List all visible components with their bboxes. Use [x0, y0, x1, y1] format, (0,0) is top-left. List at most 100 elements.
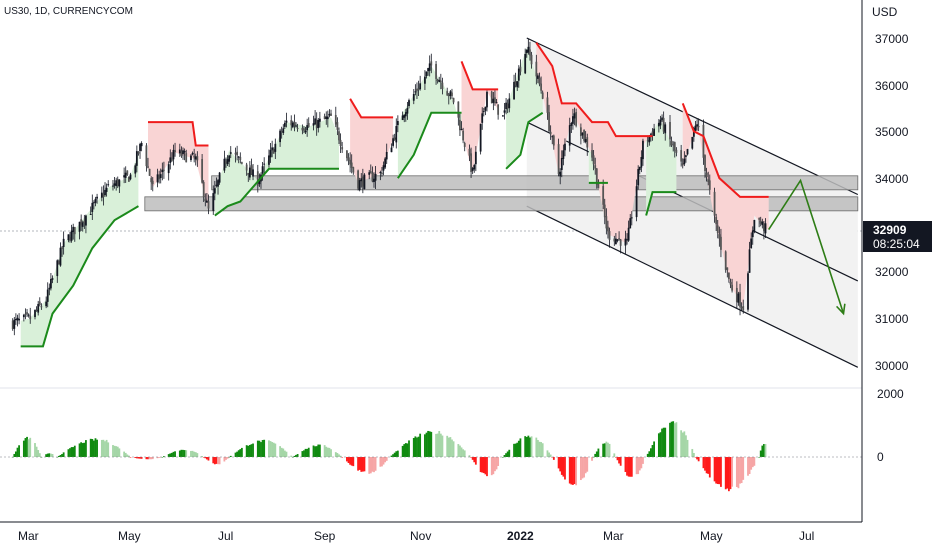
candle-body [137, 151, 140, 154]
candle [272, 147, 275, 154]
oscillator-bar [570, 457, 573, 485]
candle [430, 53, 433, 74]
oscillator-bar [115, 446, 118, 457]
candle [573, 107, 576, 126]
candle [145, 143, 148, 172]
candle [460, 121, 463, 131]
supertrend-down-line-1 [349, 98, 394, 119]
candle [602, 179, 605, 210]
oscillator-bar [716, 457, 719, 485]
candle [92, 200, 95, 210]
oscillator-bar [89, 438, 92, 457]
candle-body [304, 130, 307, 133]
candle-body [662, 117, 665, 132]
candle-body [172, 149, 175, 160]
oscillator-bar [417, 436, 420, 457]
oscillator-bar [739, 457, 741, 484]
oscillator-bar [137, 457, 140, 459]
candle-body [381, 172, 383, 174]
candle-body [363, 174, 366, 190]
candle [403, 114, 406, 123]
candle [126, 170, 129, 176]
oscillator-bar [341, 457, 344, 458]
candle-body [291, 122, 294, 128]
oscillator-bar [651, 445, 654, 457]
oscillator-bar [648, 451, 651, 457]
oscillator-bar [446, 435, 449, 457]
oscillator-bar [619, 457, 622, 466]
candle [279, 128, 281, 147]
candle-body [540, 83, 542, 91]
oscillator-bar [395, 451, 398, 457]
oscillator-bar [662, 427, 665, 457]
candle-body [457, 101, 460, 118]
candle [530, 51, 533, 69]
oscillator-bar [72, 447, 75, 457]
oscillator-bar [373, 457, 375, 473]
candle-body [538, 77, 541, 85]
candle-body [720, 236, 722, 250]
oscillator-bar [271, 442, 274, 457]
oscillator-bar [385, 457, 388, 461]
candle [482, 108, 485, 117]
oscillator-bar [26, 436, 28, 457]
price-tick-32000: 32000 [875, 265, 909, 279]
oscillator-bar [85, 440, 87, 457]
oscillator-bar [637, 457, 640, 475]
candle-body [673, 142, 676, 151]
candle-body [360, 178, 363, 182]
candle [334, 106, 337, 128]
price-tick-37000: 37000 [875, 32, 909, 46]
candle-body [26, 312, 28, 315]
oscillator-bar [537, 440, 539, 457]
candle [113, 177, 116, 189]
candle [494, 90, 496, 106]
candle-body [57, 260, 60, 264]
oscillator-bar [94, 438, 97, 457]
oscillator-bar [670, 421, 673, 457]
candle [702, 119, 705, 165]
candle [330, 109, 332, 117]
candle [217, 179, 219, 195]
candle-body [428, 63, 431, 71]
oscillator-bar [135, 457, 138, 459]
candle [360, 173, 363, 188]
candle-body [640, 157, 643, 168]
oscillator-bar [529, 437, 531, 457]
candle [148, 168, 151, 176]
candle [158, 170, 161, 184]
oscillator-bar [613, 453, 616, 457]
oscillator-bar [692, 453, 695, 457]
candle-body [708, 180, 711, 190]
oscillator-bar [624, 457, 627, 472]
oscillator-bar [67, 449, 70, 457]
candle-body [156, 174, 159, 183]
candle-body [392, 138, 394, 146]
candle [624, 230, 627, 254]
oscillator-bar [50, 453, 52, 457]
oscillator-bar [436, 433, 439, 457]
candle [283, 120, 286, 129]
candle [201, 154, 204, 184]
candle-body [412, 94, 415, 101]
oscillator-bar [524, 436, 527, 457]
candle [474, 146, 477, 172]
candle [161, 162, 164, 181]
supertrend-up-line-1 [214, 167, 339, 217]
candle-body [653, 128, 655, 136]
oscillator-bar [150, 457, 153, 460]
oscillator-bar [735, 457, 738, 487]
candle-body [56, 260, 59, 277]
candle-body [694, 125, 697, 131]
candle [373, 172, 375, 188]
candle-body [572, 116, 574, 124]
time-tick-jul-2021: Jul [218, 529, 233, 543]
candle-body [336, 122, 339, 130]
candle [248, 161, 251, 181]
candle-body [525, 49, 528, 54]
candle [150, 176, 153, 190]
supertrend-up-line-3 [505, 111, 544, 170]
candle-body [112, 185, 114, 187]
time-tick-mar-2021: Mar [18, 529, 39, 543]
